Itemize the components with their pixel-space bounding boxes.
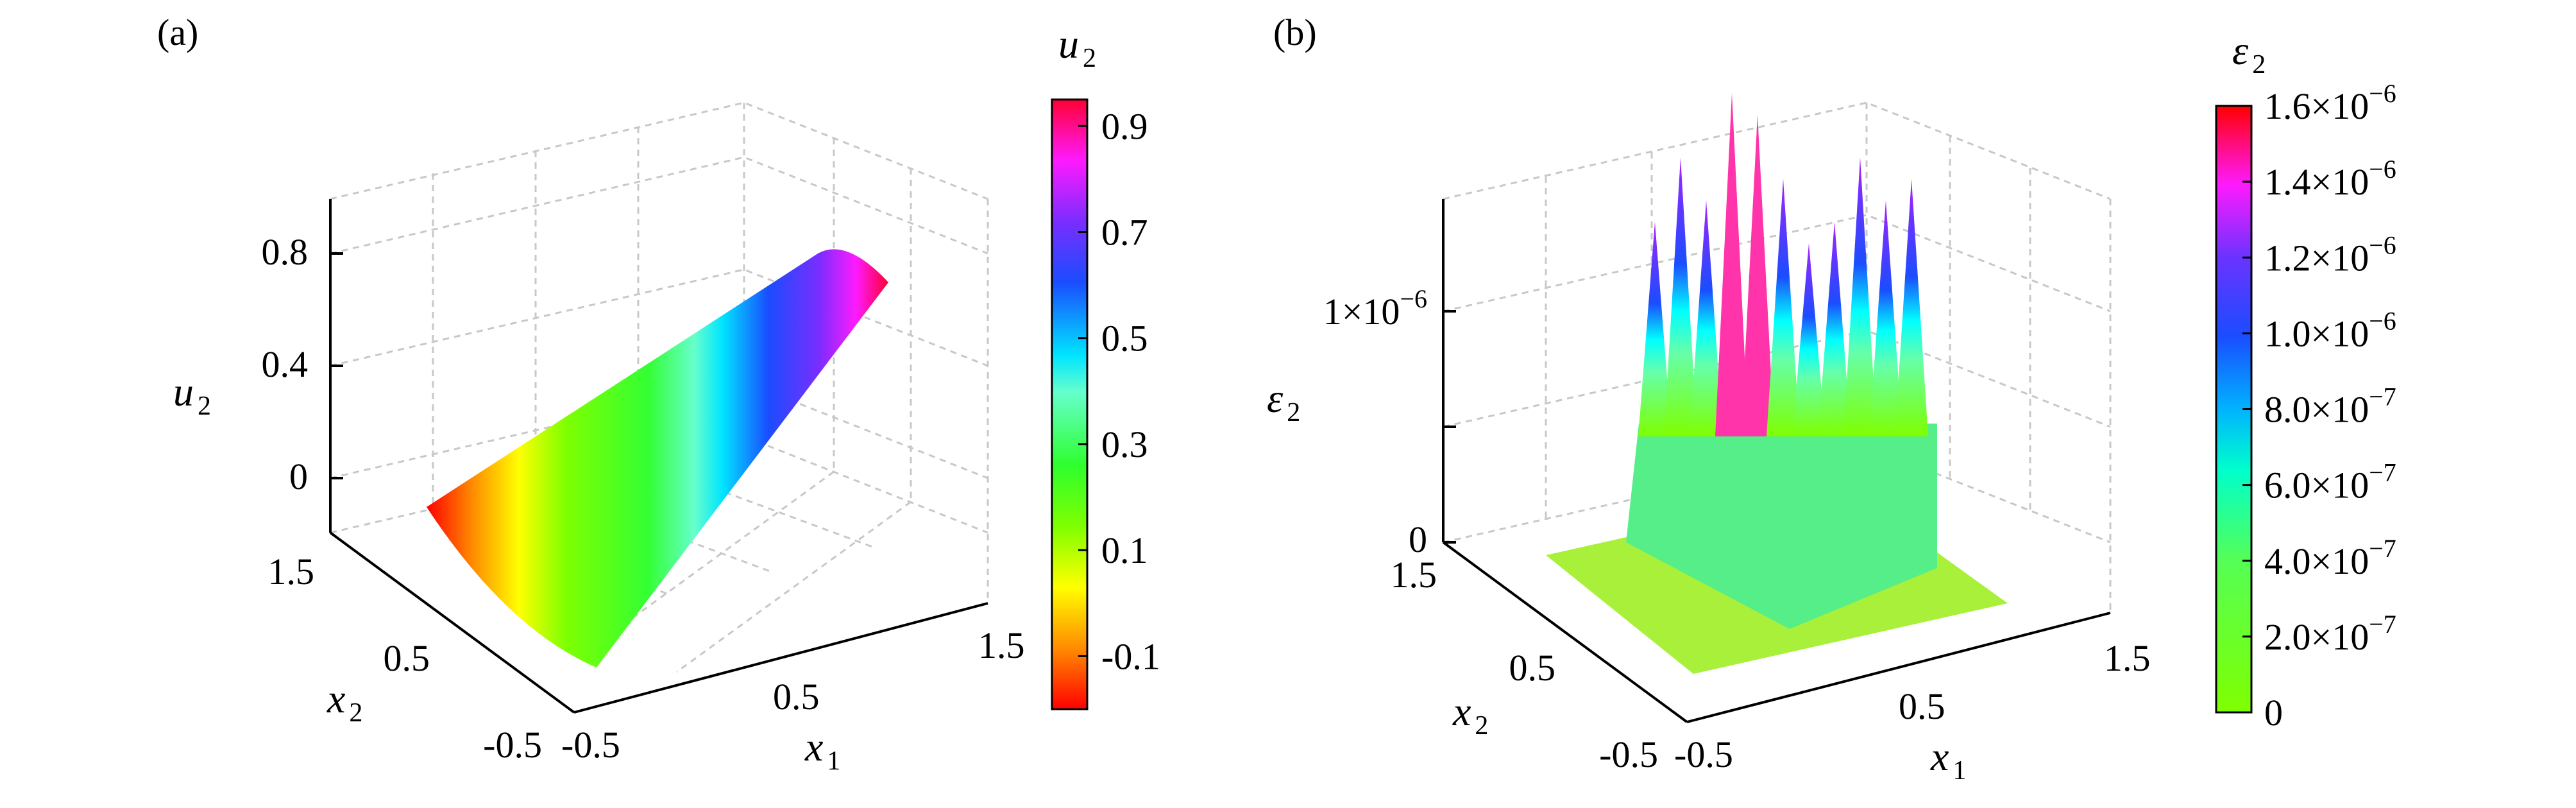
surface-b-spike [1741,114,1774,436]
panel-b-x-tick: 0.5 [1899,685,1945,727]
panel-a-z-tick: 0.8 [262,231,309,273]
panel-b-y-tick: -0.5 [1599,734,1658,775]
panel-a-y-tick: 0.5 [384,637,430,679]
colorbar-a-tick-label: 0.3 [1101,424,1148,465]
surface-b-spike [1638,221,1672,436]
panel-b-grid [1443,101,2112,613]
colorbar-a-tick-label: 0.7 [1101,212,1148,254]
panel-b-y-tick: 1.5 [1391,554,1437,596]
colorbar-b-tick-label: 1.6×10−6 [2264,79,2396,127]
surface-b-spike [1869,200,1902,436]
surface-b-spikes [1638,93,1928,436]
colorbar-b-tick-label: 6.0×10−7 [2264,458,2396,506]
panel-a-y-tick: -0.5 [483,724,542,766]
colorbar-a-tick-label: 0.9 [1101,105,1148,147]
colorbar-b-tick-label: 0 [2264,692,2283,734]
colorbar-a [1051,98,1089,710]
panel-a-x-tick: -0.5 [561,724,620,766]
surface-b-spike [1843,157,1877,436]
panel-a-label: (a) [157,12,198,53]
surface-b-block [1626,424,1937,629]
surface-b-spike [1792,243,1826,436]
surface-b-spike [1767,178,1800,436]
surface-b-spike [1664,157,1697,436]
panel-b-y-axis [1442,541,1688,723]
panel-b-x-tick: -0.5 [1674,734,1733,775]
panel-a: (a) 0.8 [157,12,1160,776]
panel-b-label: (b) [1273,12,1317,53]
panel-b-y-tick: 0.5 [1509,647,1556,689]
panel-a-z-tick: 0 [289,456,308,497]
panel-a-x-axis [573,602,988,714]
panel-b-z-tick: 0 [1409,519,1427,560]
colorbar-b-tick-label: 4.0×10−7 [2264,534,2396,582]
panel-a-y-tick: 1.5 [268,551,315,592]
panel-b-z-tick-exp: 1×10−6 [1323,284,1427,332]
colorbar-a-tick-label: 0.1 [1101,529,1148,571]
surface-b-spike [1895,178,1928,436]
panel-a-y-axis [329,531,575,714]
colorbar-b-ticks: 1.6×10−6 1.4×10−6 1.2×10−6 1.0×10−6 8.0×10−7… [2242,79,2396,734]
colorbar-a-ticks: 0.9 0.7 0.5 0.3 0.1 -0.1 [1078,105,1160,677]
panel-b-x-tick: 1.5 [2104,637,2151,679]
surface-b-spike [1818,221,1851,436]
colorbar-a-tick-label: -0.1 [1101,635,1160,677]
surface-b-spike [1690,200,1723,436]
surface-b-spike [1715,93,1749,436]
surface-a [427,249,888,668]
panel-a-x-tick: 1.5 [978,624,1025,666]
colorbar-b-tick-label: 1.0×10−6 [2264,306,2396,354]
colorbar-b-tick-label: 2.0×10−7 [2264,610,2396,658]
panel-a-x-tick: 0.5 [773,676,820,718]
colorbar-b-tick-label: 1.4×10−6 [2264,155,2396,203]
colorbar-a-tick-label: 0.5 [1101,318,1148,359]
colorbar-b-tick-label: 8.0×10−7 [2264,383,2396,431]
panel-b-x-axis [1686,612,2111,723]
panel-a-z-tick: 0.4 [262,343,309,385]
colorbar-b-tick-label: 1.2×10−6 [2264,230,2396,279]
